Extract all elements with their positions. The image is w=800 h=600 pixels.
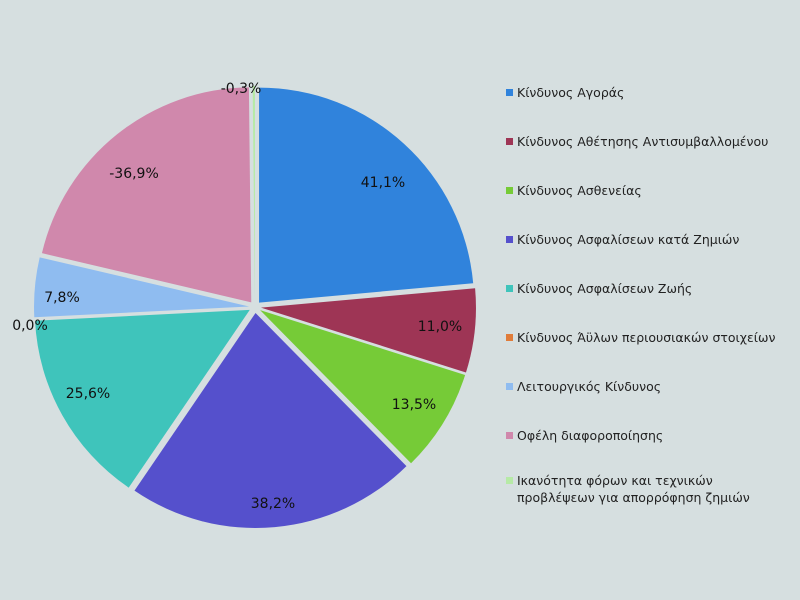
legend-label: Λειτουργικός Κίνδυνος xyxy=(517,379,662,394)
legend-swatch xyxy=(506,432,513,439)
legend-swatch xyxy=(506,89,513,96)
legend-swatch xyxy=(506,138,513,145)
slice-data-label: -0,3% xyxy=(221,81,262,97)
legend-swatch xyxy=(506,477,513,484)
pie-slice xyxy=(259,87,474,303)
legend-item: Κίνδυνος Αθέτησης Αντισυμβαλλομένου xyxy=(506,133,768,150)
legend-swatch xyxy=(506,285,513,292)
legend-item: Κίνδυνος Άϋλων περιουσιακών στοιχείων xyxy=(506,329,775,346)
slice-data-label: 25,6% xyxy=(66,386,110,402)
legend-label: Κίνδυνος Αγοράς xyxy=(517,85,625,100)
legend-item: Κίνδυνος Ασφαλίσεων Ζωής xyxy=(506,280,692,297)
pie-slice xyxy=(260,310,466,464)
legend-item: Λειτουργικός Κίνδυνος xyxy=(506,378,661,395)
legend-label: Κίνδυνος Ασφαλίσεων κατά Ζημιών xyxy=(517,232,740,247)
pie-slice xyxy=(252,86,255,302)
legend-label: Κίνδυνος Αθέτησης Αντισυμβαλλομένου xyxy=(517,134,769,149)
legend-item: Κίνδυνος Αγοράς xyxy=(506,84,624,101)
legend-label: Κίνδυνος Ασφαλίσεων Ζωής xyxy=(517,281,693,296)
slice-data-label: 41,1% xyxy=(361,175,405,191)
slice-data-label: 13,5% xyxy=(392,397,436,413)
slice-data-label: 38,2% xyxy=(251,496,295,512)
slice-data-label: -36,9% xyxy=(109,166,159,182)
legend-swatch xyxy=(506,383,513,390)
legend-item: Κίνδυνος Ασθενείας xyxy=(506,182,642,199)
legend-swatch xyxy=(506,334,513,341)
legend-item: Ικανότητα φόρων και τεχνικών προβλέψεων … xyxy=(506,472,750,506)
legend-item: Οφέλη διαφοροποίησης xyxy=(506,427,663,444)
legend-swatch xyxy=(506,236,513,243)
legend-label: Οφέλη διαφοροποίησης xyxy=(517,428,664,443)
legend-swatch xyxy=(506,187,513,194)
pie-slice xyxy=(35,309,250,488)
slice-data-label: 7,8% xyxy=(44,290,80,306)
pie-slice xyxy=(134,312,407,528)
slice-data-label: 0,0% xyxy=(12,318,48,334)
legend-label: Κίνδυνος Άϋλων περιουσιακών στοιχείων xyxy=(517,330,776,345)
legend-label: Κίνδυνος Ασθενείας xyxy=(517,183,642,198)
pie-slice xyxy=(260,288,476,373)
pie-slice xyxy=(34,257,250,318)
slice-data-label: 11,0% xyxy=(418,319,462,335)
pie-slice xyxy=(41,87,252,303)
legend-item: Κίνδυνος Ασφαλίσεων κατά Ζημιών xyxy=(506,231,739,248)
legend-label: Ικανότητα φόρων και τεχνικών προβλέψεων … xyxy=(517,473,750,505)
